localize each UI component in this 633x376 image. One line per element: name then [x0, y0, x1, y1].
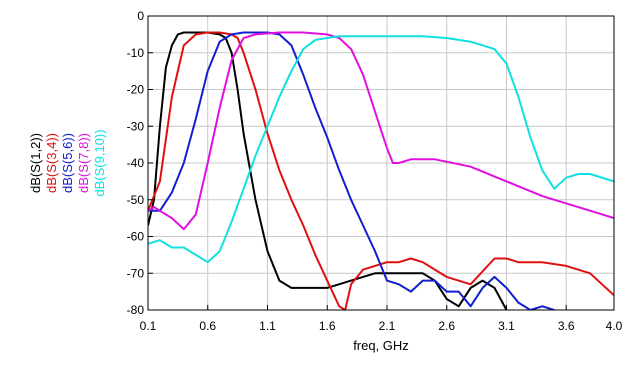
- y-tick-label: -10: [127, 46, 145, 60]
- y-tick-label: -30: [127, 119, 145, 133]
- y-tick-label: -20: [127, 83, 145, 97]
- series-line-3: [148, 31, 555, 310]
- x-tick-label: 2.1: [379, 319, 396, 333]
- legend-label-4: dB(S(7,8)): [76, 133, 91, 193]
- x-axis-label: freq, GHz: [353, 338, 409, 353]
- series-line-1: [148, 31, 508, 310]
- series-line-5: [148, 35, 614, 264]
- series-line-2: [148, 31, 614, 310]
- axis-ticks: 0.1 0.6 1.1 1.6 2.1 2.6 3.1 3.6 4.0 0 -10 -20 -30 -40…: [127, 9, 623, 333]
- series-lines: [148, 31, 614, 310]
- y-tick-label: -40: [127, 156, 145, 170]
- x-tick-label: 3.1: [498, 319, 515, 333]
- x-tick-label: 0.1: [140, 319, 157, 333]
- x-tick-label: 0.6: [199, 319, 216, 333]
- y-tick-label: -50: [127, 193, 145, 207]
- y-tick-label: -60: [127, 230, 145, 244]
- x-tick-label: 4.0: [606, 319, 623, 333]
- x-tick-label: 1.6: [319, 319, 336, 333]
- legend-label-3: dB(S(5,6)): [60, 133, 75, 193]
- y-tick-label: 0: [137, 9, 144, 23]
- legend-label-2: dB(S(3,4)): [44, 133, 59, 193]
- y-tick-label: -70: [127, 266, 145, 280]
- legend-label-5: dB(S(9,10)): [92, 129, 107, 196]
- x-tick-label: 3.6: [558, 319, 575, 333]
- x-tick-label: 2.6: [438, 319, 455, 333]
- x-tick-label: 1.1: [259, 319, 276, 333]
- y-tick-label: -80: [127, 303, 145, 317]
- legend-label-1: dB(S(1,2)): [28, 133, 43, 193]
- legend: dB(S(1,2)) dB(S(3,4)) dB(S(5,6)) dB(S(7,8))…: [28, 129, 107, 196]
